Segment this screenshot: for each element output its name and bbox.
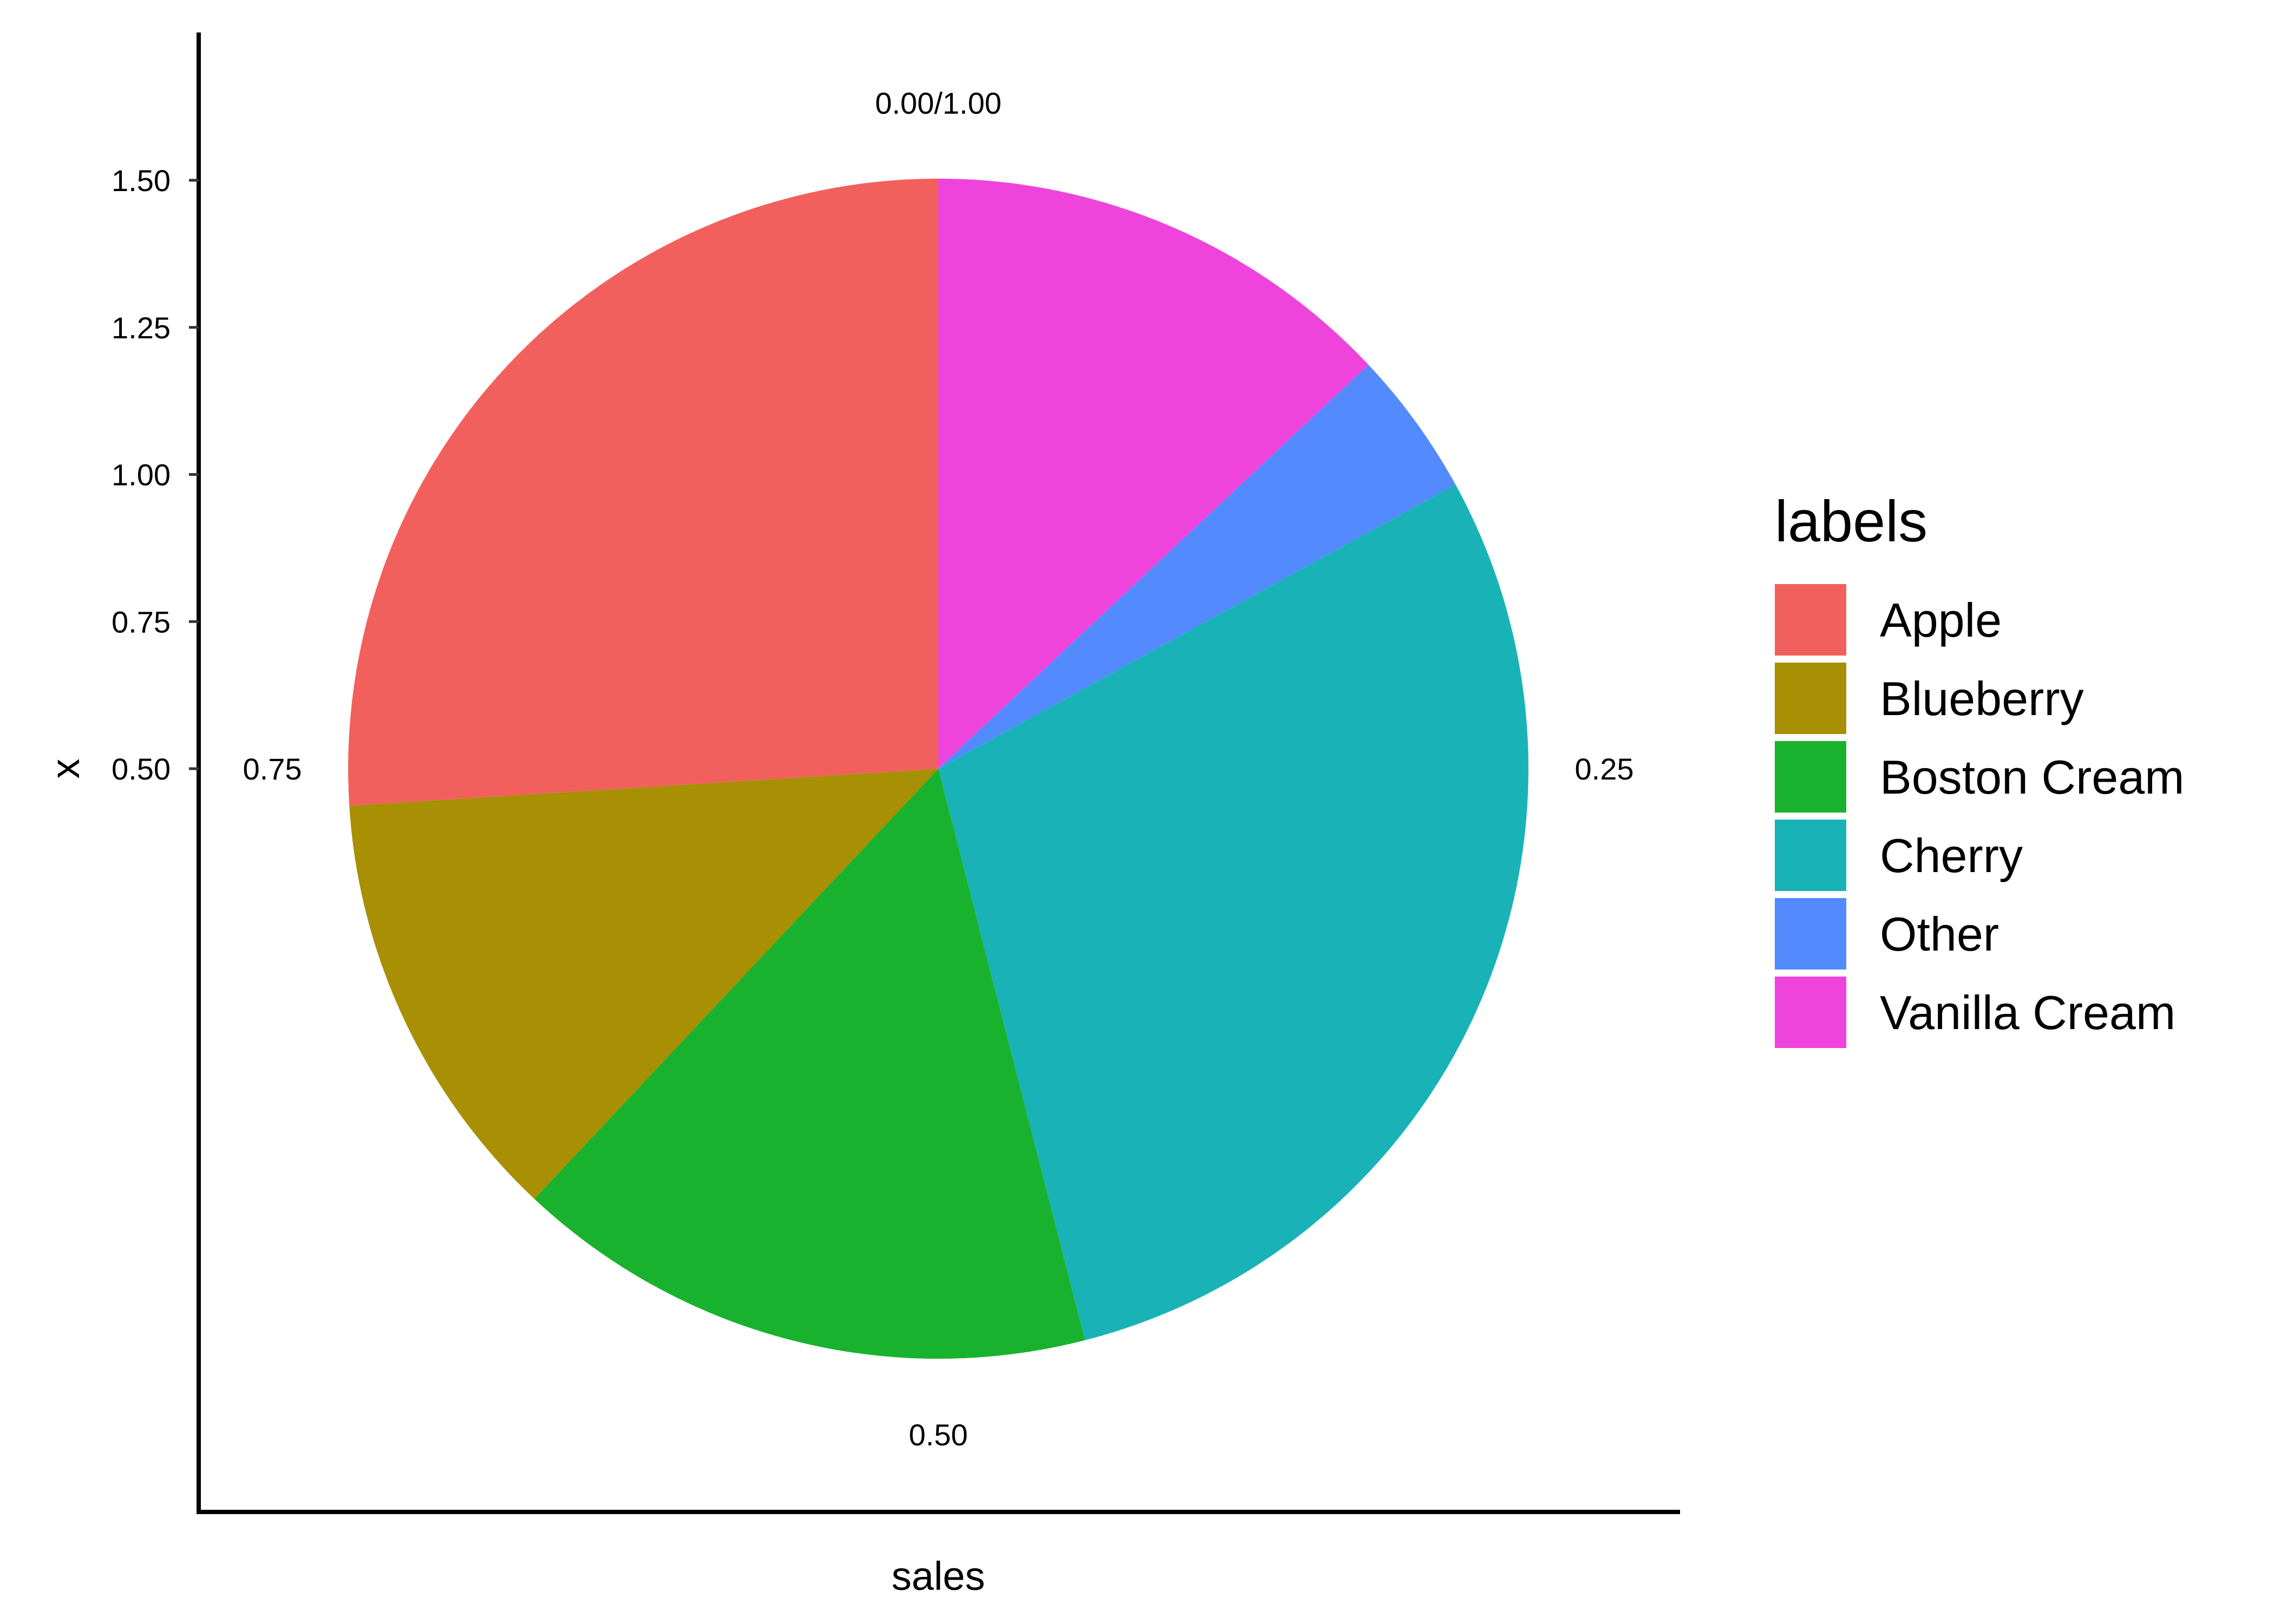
pie-slice-boston-cream	[534, 769, 1086, 1359]
y-axis-title: x	[43, 759, 88, 779]
y-ticks: 1.50 1.25 1.00 0.75 0.50	[112, 163, 199, 786]
legend-key-other	[1773, 896, 1848, 972]
pie-slice-cherry	[938, 484, 1528, 1340]
legend-label-blueberry: Blueberry	[1880, 672, 2084, 725]
angle-label-0: 0.00/1.00	[875, 86, 1002, 120]
angle-label-2: 0.50	[909, 1418, 968, 1452]
legend: labels Apple Blueberry Boston Cream Cherry O…	[1773, 488, 2184, 1050]
y-tick-label-1: 1.25	[112, 311, 171, 345]
legend-label-apple: Apple	[1880, 593, 2002, 647]
legend-label-cherry: Cherry	[1880, 829, 2023, 882]
legend-label-boston-cream: Boston Cream	[1880, 750, 2184, 804]
y-tick-label-2: 1.00	[112, 458, 171, 492]
pie-slice-blueberry	[349, 769, 938, 1199]
axes	[197, 32, 1680, 1514]
pie-slice-other	[938, 364, 1456, 769]
angle-labels: 0.00/1.00 0.25 0.50 0.75	[243, 86, 1634, 1452]
legend-key-cherry	[1773, 817, 1848, 893]
y-tick-label-4: 0.50	[112, 752, 171, 786]
legend-label-vanilla-cream: Vanilla Cream	[1880, 986, 2175, 1039]
y-tick-label-3: 0.75	[112, 605, 171, 639]
angle-label-1: 0.25	[1575, 752, 1634, 786]
pie-slice-vanilla-cream	[938, 179, 1369, 769]
angle-label-3: 0.75	[243, 752, 302, 786]
pie-slice-apple	[348, 179, 938, 806]
x-axis-title: sales	[892, 1554, 985, 1599]
legend-key-vanilla-cream	[1773, 974, 1848, 1050]
pie-slices	[348, 179, 1528, 1359]
legend-key-apple	[1773, 582, 1848, 658]
legend-title: labels	[1775, 488, 1927, 554]
y-tick-label-0: 1.50	[112, 163, 171, 198]
legend-label-other: Other	[1880, 907, 1999, 961]
legend-key-blueberry	[1773, 660, 1848, 736]
legend-key-boston-cream	[1773, 739, 1848, 815]
